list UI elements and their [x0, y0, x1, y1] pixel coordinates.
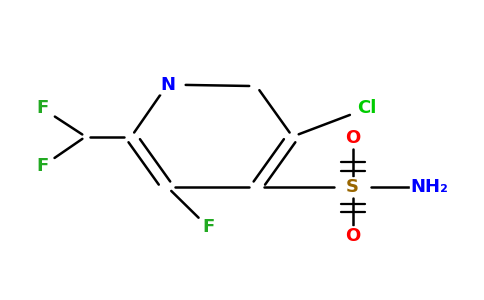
Text: F: F — [36, 157, 48, 175]
Text: Cl: Cl — [357, 99, 377, 117]
Text: O: O — [345, 129, 360, 147]
Text: N: N — [160, 76, 175, 94]
Text: F: F — [202, 218, 214, 236]
Text: NH₂: NH₂ — [411, 178, 449, 196]
Text: F: F — [36, 99, 48, 117]
Text: S: S — [346, 178, 359, 196]
Text: O: O — [345, 227, 360, 245]
